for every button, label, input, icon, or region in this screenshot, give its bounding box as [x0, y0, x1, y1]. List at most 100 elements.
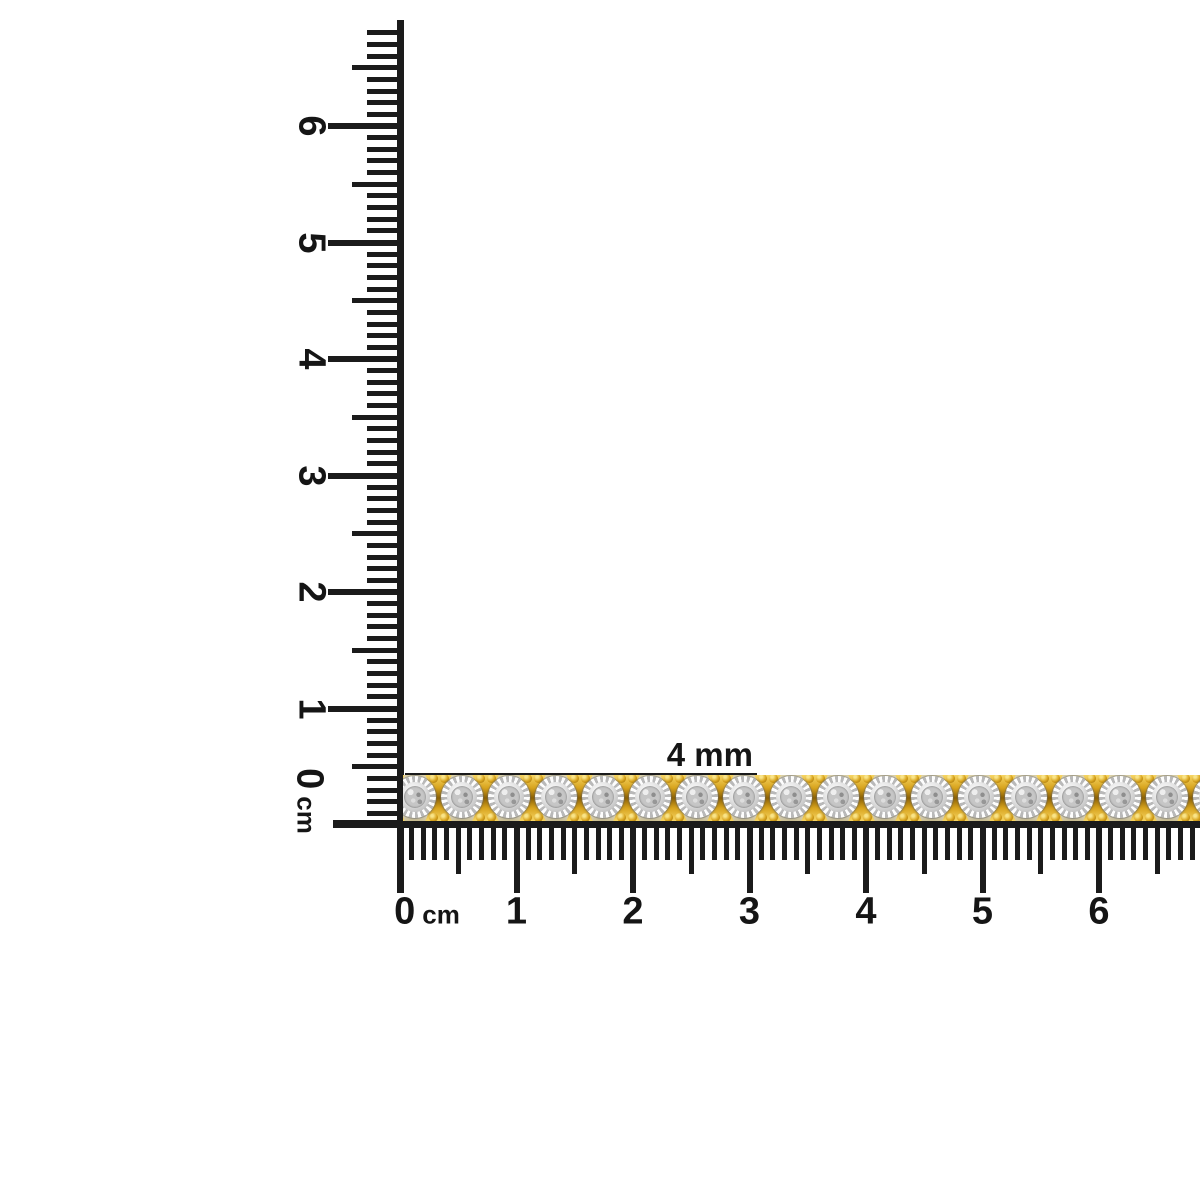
gold-bead [721, 775, 731, 783]
ruler-tick [367, 601, 398, 607]
ruler-tick [328, 589, 398, 595]
gold-bead [627, 813, 637, 821]
ruler-tick [886, 828, 892, 860]
gold-bead [674, 775, 684, 783]
ruler-tick [537, 828, 543, 860]
bracelet-link [676, 776, 718, 818]
bracelet-link [535, 776, 577, 818]
ruler-tick [409, 828, 415, 860]
gold-bead [616, 813, 626, 821]
bracelet-link [958, 776, 1000, 818]
ruler-tick [367, 438, 398, 444]
gold-bead [439, 813, 449, 821]
ruler-tick [396, 828, 404, 893]
bracelet-link [403, 776, 436, 818]
gold-bead [898, 813, 908, 821]
gold-bead [569, 775, 579, 783]
ruler-tick [328, 705, 398, 712]
gold-bead [710, 813, 720, 821]
tennis-bracelet-photo [403, 775, 1200, 821]
gold-bead [956, 775, 966, 783]
width-annotation-line [405, 773, 757, 776]
ruler-number: 2 [290, 581, 333, 603]
ruler-tick [548, 828, 554, 860]
ruler-tick [367, 810, 398, 816]
ruler-tick [352, 65, 398, 71]
diamond [874, 786, 896, 808]
ruler-tick [367, 484, 398, 490]
gold-bead [1180, 775, 1190, 783]
ruler-tick [1154, 828, 1160, 874]
ruler-tick [367, 263, 398, 269]
gold-bead [851, 813, 861, 821]
gold-bead [522, 813, 532, 821]
ruler-tick [688, 828, 694, 874]
width-annotation-label: 4 mm [666, 736, 753, 773]
ruler-tick [1189, 828, 1195, 860]
ruler-tick [1166, 828, 1172, 860]
ruler-tick [444, 828, 450, 860]
diamond [498, 786, 520, 808]
diamond [733, 786, 755, 808]
gold-bead [992, 813, 1002, 821]
ruler-tick [367, 111, 398, 117]
ruler-zero-label: 0cm [288, 768, 331, 834]
diamond [921, 786, 943, 808]
ruler-tick [367, 391, 398, 397]
ruler-tick [352, 647, 398, 653]
ruler-tick [367, 146, 398, 152]
diamond [1156, 786, 1178, 808]
ruler-tick [367, 158, 398, 164]
ruler-tick [1026, 828, 1032, 860]
diamond [686, 786, 708, 808]
diamond [404, 786, 426, 808]
gold-bead [1003, 813, 1013, 821]
ruler-number: 1 [290, 697, 333, 720]
ruler-number: 6 [1088, 890, 1110, 933]
ruler-tick [367, 496, 398, 502]
ruler-tick [630, 828, 636, 893]
ruler-tick [367, 216, 398, 222]
ruler-number: 4 [290, 348, 333, 370]
gold-bead [533, 813, 543, 821]
ruler-tick [921, 828, 927, 874]
ruler-tick [328, 239, 398, 246]
ruler-tick [607, 828, 613, 860]
gold-bead [1003, 775, 1013, 783]
gold-bead [815, 775, 825, 783]
gold-bead [945, 775, 955, 783]
diamond [1109, 786, 1131, 808]
ruler-tick [367, 752, 398, 758]
ruler-tick [367, 554, 398, 560]
ruler-number: 5 [971, 890, 994, 933]
ruler-tick [367, 30, 398, 36]
gold-bead [663, 775, 673, 783]
gold-bead [1191, 813, 1200, 821]
ruler-tick [367, 88, 398, 94]
gold-bead [956, 813, 966, 821]
ruler-tick [367, 612, 398, 618]
gold-bead [815, 813, 825, 821]
ruler-tick [898, 828, 904, 860]
ruler-tick [367, 740, 398, 746]
bracelet-link [1099, 776, 1141, 818]
ruler-tick [367, 787, 398, 793]
ruler-tick [1131, 828, 1137, 860]
ruler-tick [367, 682, 398, 688]
ruler-tick [781, 828, 787, 860]
ruler-tick [367, 671, 398, 677]
gold-bead [674, 813, 684, 821]
gold-bead [1086, 775, 1096, 783]
ruler-tick [367, 799, 398, 805]
ruler-tick [875, 828, 881, 860]
ruler-tick [367, 41, 398, 47]
gold-bead [475, 775, 485, 783]
ruler-tick [432, 828, 438, 860]
ruler-tick [758, 828, 764, 860]
ruler-tick [1061, 828, 1067, 860]
ruler-tick [367, 76, 398, 82]
ruler-tick [945, 828, 951, 860]
bracelet-link [441, 776, 483, 818]
ruler-number: 3 [738, 890, 761, 933]
gold-bead [1097, 813, 1107, 821]
